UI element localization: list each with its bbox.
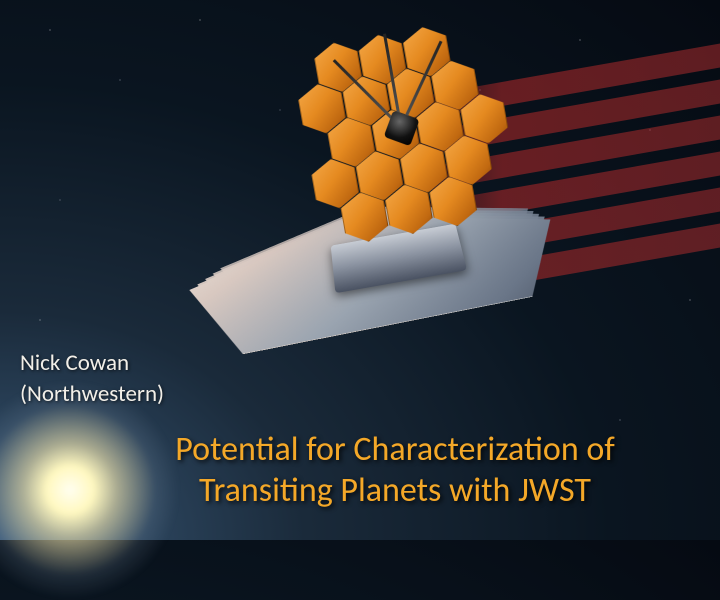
title-line-2: Transiting Planets with JWST [199, 470, 591, 511]
author-name: Nick Cowan [20, 348, 164, 379]
primary-mirror [285, 18, 507, 248]
jwst-illustration [115, 0, 614, 445]
slide-title: Potential for Characterization of Transi… [0, 430, 720, 512]
title-line-1: Potential for Characterization of [175, 429, 614, 470]
author-block: Nick Cowan (Northwestern) [20, 348, 164, 410]
author-affiliation: (Northwestern) [20, 379, 164, 410]
